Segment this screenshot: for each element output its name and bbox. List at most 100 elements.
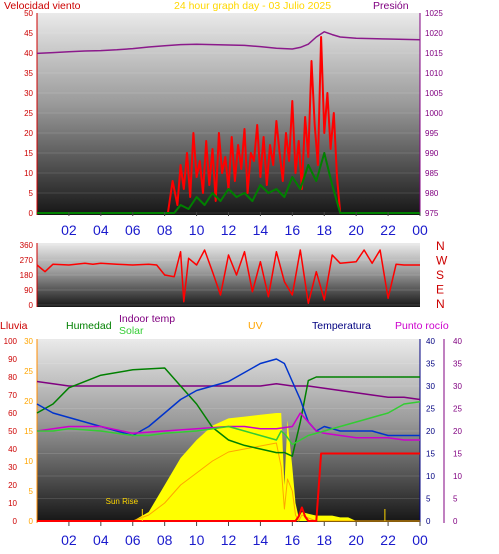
- panel3-rain-tick: 0: [13, 517, 18, 526]
- panel3-uv-tick: 0: [29, 517, 34, 526]
- panel1-right-tick: 1015: [425, 49, 443, 58]
- panel1-right-tick: 990: [425, 149, 439, 158]
- panel1-right-tick: 980: [425, 189, 439, 198]
- panel3-x-tick-label: 08: [157, 532, 173, 548]
- panel3-rain-tick: 90: [8, 355, 17, 364]
- panel3-rain-tick: 80: [8, 373, 17, 382]
- panel2-left-tick: 90: [24, 286, 33, 295]
- panel1-right-tick: 1000: [425, 109, 443, 118]
- panel3-right-tick: 20: [426, 427, 435, 436]
- panel3-x-tick-label: 14: [253, 532, 269, 548]
- panel1-left-tick: 25: [24, 109, 33, 118]
- panel3-x-tick-label: 16: [285, 532, 301, 548]
- panel3-rain-tick: 30: [8, 463, 17, 472]
- series-line: [36, 367, 420, 457]
- panel3-x-tick-label: 06: [125, 532, 141, 548]
- panel3-right-tick: 0: [426, 517, 431, 526]
- panel3-x-tick-label: 10: [189, 532, 205, 548]
- panel3-x-tick-label: 18: [316, 532, 332, 548]
- panel3-rain-tick: 60: [8, 409, 17, 418]
- series-line: [37, 36, 420, 214]
- direction-letter: N: [436, 239, 445, 253]
- direction-letter: N: [436, 297, 445, 311]
- panel1-left-tick: 5: [29, 189, 34, 198]
- panel1-x-tick-label: 10: [189, 222, 205, 238]
- panel1-right-tick: 1010: [425, 69, 443, 78]
- panel3-right2-tick: 35: [453, 360, 462, 369]
- panel1-left-tick: 20: [24, 129, 33, 138]
- panel1-right-tick: 1025: [425, 9, 443, 18]
- wind-speed-label: Velocidad viento: [4, 0, 81, 12]
- panel2-left-tick: 270: [20, 256, 34, 265]
- series-line: [36, 31, 421, 55]
- panel3-rain-tick: 20: [8, 481, 17, 490]
- panel3-rain-tick: 10: [8, 499, 17, 508]
- panel1-x-tick-label: 16: [285, 222, 301, 238]
- panel3-x-tick-label: 02: [61, 532, 77, 548]
- panel3-right2-tick: 30: [453, 382, 462, 391]
- panel1-x-tick-label: 20: [348, 222, 364, 238]
- panel3-uv-tick: 15: [24, 427, 33, 436]
- panel1-left-tick: 15: [24, 149, 33, 158]
- panel1-left-tick: 50: [24, 9, 33, 18]
- panel3-x-tick-label: 12: [221, 532, 237, 548]
- solar-radiation-area: [37, 413, 420, 521]
- panel1-left-tick: 45: [24, 29, 33, 38]
- panel3-right2-tick: 40: [453, 337, 462, 346]
- uv-line: [37, 442, 420, 522]
- uv-label: UV: [248, 320, 263, 332]
- panel3-right2-tick: 25: [453, 405, 462, 414]
- panel1-x-tick-label: 04: [93, 222, 109, 238]
- panel3-right2-tick: 20: [453, 427, 462, 436]
- panel1-x-tick-label: 18: [316, 222, 332, 238]
- direction-letter: S: [436, 268, 444, 282]
- panel3-uv-tick: 10: [24, 457, 33, 466]
- direction-letter: E: [436, 283, 444, 297]
- panel1-x-tick-label: 06: [125, 222, 141, 238]
- panel1-right-tick: 1005: [425, 89, 443, 98]
- panel1-x-tick-label: 08: [157, 222, 173, 238]
- rain-label: Lluvia: [0, 320, 28, 332]
- panel3-right2-tick: 5: [453, 495, 458, 504]
- panel1-left-tick: 35: [24, 69, 33, 78]
- temperature-label: Temperatura: [312, 320, 371, 332]
- panel1-right-tick: 995: [425, 129, 439, 138]
- panel1-x-tick-label: 12: [221, 222, 237, 238]
- panel3-x-tick-label: 20: [348, 532, 364, 548]
- panel1-x-tick-label: 02: [61, 222, 77, 238]
- series-line: [36, 380, 421, 401]
- direction-letter: W: [436, 254, 448, 268]
- panel3-right-tick: 5: [426, 495, 431, 504]
- panel3-right-tick: 10: [426, 472, 435, 481]
- solar-label: Solar: [119, 325, 144, 337]
- dewpoint-label: Punto rocío: [395, 320, 449, 332]
- rain-line: [37, 452, 420, 522]
- panel3-uv-tick: 25: [24, 367, 33, 376]
- panel3-right-tick: 15: [426, 450, 435, 459]
- pressure-label: Presión: [373, 0, 409, 12]
- panel-1: 0510152025303540455097598098599099510001…: [24, 9, 443, 238]
- panel1-x-tick-label: 00: [412, 222, 428, 238]
- series-line: [37, 152, 420, 214]
- indoor-temp-label: Indoor temp: [119, 313, 176, 325]
- chart-title: 24 hour graph day - 03 Julio 2025: [174, 0, 332, 12]
- panel3-uv-tick: 5: [29, 487, 34, 496]
- panel3-right-tick: 25: [426, 405, 435, 414]
- panel3-right2-tick: 15: [453, 450, 462, 459]
- panel3-uv-tick: 20: [24, 397, 33, 406]
- panel1-right-tick: 975: [425, 209, 439, 218]
- panel1-x-tick-label: 14: [253, 222, 269, 238]
- panel3-rain-tick: 100: [4, 337, 18, 346]
- plot2-bg: [37, 243, 420, 307]
- panel3-right-tick: 40: [426, 337, 435, 346]
- panel-3: 0 0 5 5 10 10 15 15 20 20 25 25 30 30 35 35 40 40 0 10 20 30 4…: [4, 337, 463, 548]
- panel1-left-tick: 10: [24, 169, 33, 178]
- panel3-uv-tick: 30: [24, 337, 33, 346]
- panel1-x-tick-label: 22: [380, 222, 396, 238]
- series-line: [36, 412, 420, 441]
- panel3-right-tick: 35: [426, 360, 435, 369]
- panel1-right-tick: 1020: [425, 29, 443, 38]
- panel3-rain-tick: 40: [8, 445, 17, 454]
- humidity-label: Humedad: [66, 320, 112, 332]
